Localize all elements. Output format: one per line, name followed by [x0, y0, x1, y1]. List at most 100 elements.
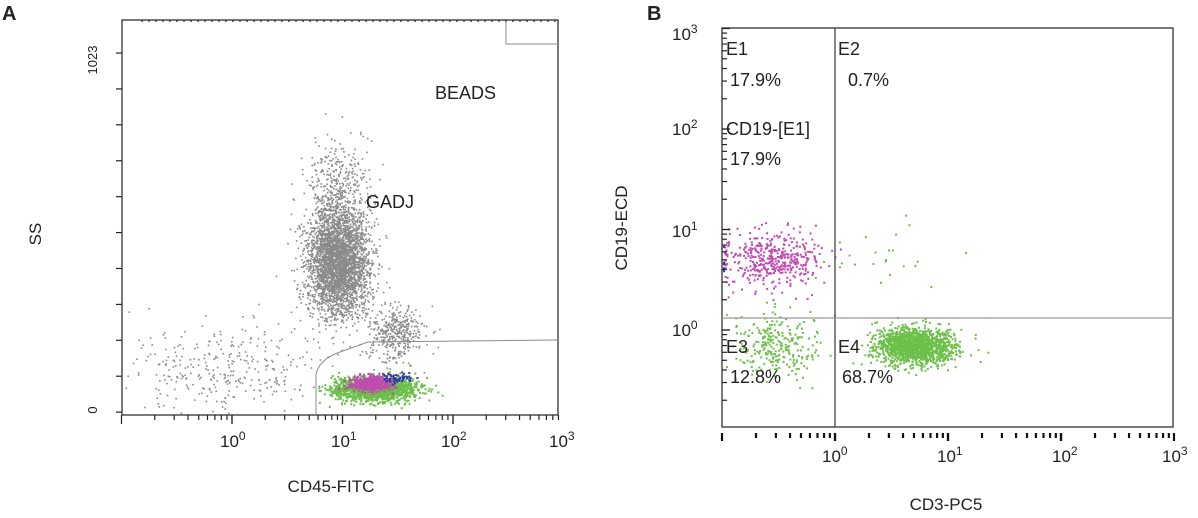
event-dot — [396, 332, 398, 335]
event-dot — [343, 280, 346, 283]
event-dot — [331, 192, 333, 194]
event-dot — [341, 279, 343, 282]
event-dot — [328, 216, 331, 219]
event-dot — [330, 159, 333, 162]
event-dot — [352, 305, 355, 307]
event-dot — [346, 305, 348, 307]
event-dot — [290, 311, 293, 314]
event-dot — [266, 387, 268, 389]
event-dot — [327, 189, 330, 192]
event-dot — [340, 160, 343, 163]
event-dot — [315, 288, 317, 291]
event-dot — [357, 276, 359, 278]
event-dot — [263, 401, 265, 403]
event-dot — [418, 331, 421, 333]
event-dot — [336, 207, 339, 209]
event-dot — [356, 329, 358, 332]
event-dot — [385, 315, 387, 318]
event-dot — [182, 347, 185, 350]
event-dot — [322, 230, 325, 233]
event-dot — [332, 216, 334, 218]
event-dot — [194, 347, 196, 350]
event-dot — [342, 218, 345, 220]
event-dot — [351, 231, 354, 233]
event-dot — [410, 338, 413, 340]
event-dot — [319, 270, 322, 272]
event-dot — [400, 321, 403, 324]
event-dot — [343, 247, 346, 250]
event-dot — [397, 342, 399, 345]
event-dot — [380, 336, 382, 339]
event-dot — [314, 285, 317, 287]
event-dot — [314, 299, 317, 302]
event-dot — [321, 239, 324, 241]
event-dot — [391, 312, 393, 315]
event-dot — [270, 386, 273, 388]
event-dot — [187, 388, 190, 390]
event-dot — [362, 257, 364, 260]
event-dot — [365, 257, 367, 259]
event-dot — [350, 297, 352, 299]
event-dot — [312, 271, 314, 274]
event-dot — [317, 177, 319, 180]
event-dot — [144, 406, 146, 409]
event-dot — [324, 246, 327, 248]
event-dot — [276, 345, 278, 348]
event-dot — [354, 184, 357, 186]
event-dot — [378, 374, 381, 377]
event-dot — [179, 359, 181, 361]
event-dot — [369, 281, 372, 284]
event-dot — [310, 257, 313, 260]
event-dot — [362, 311, 364, 314]
event-dot — [333, 384, 336, 387]
event-dot — [353, 163, 356, 165]
event-dot — [357, 235, 360, 238]
event-dot — [356, 237, 358, 239]
event-dot — [333, 219, 335, 221]
event-dot — [353, 153, 355, 155]
event-dot — [215, 390, 217, 393]
event-dot — [326, 233, 329, 235]
event-dot — [331, 181, 333, 184]
event-dot — [354, 173, 356, 175]
event-dot — [310, 247, 313, 249]
event-dot — [332, 209, 335, 212]
event-dot — [331, 279, 333, 281]
event-dot — [331, 273, 333, 275]
event-dot — [348, 271, 351, 273]
event-dot — [332, 255, 335, 257]
event-dot — [205, 365, 208, 367]
event-dot — [391, 320, 393, 322]
event-dot — [324, 303, 327, 305]
event-dot — [374, 252, 376, 254]
event-dot — [360, 287, 363, 289]
event-dot — [365, 238, 367, 240]
event-dot — [317, 270, 319, 272]
event-dot — [392, 322, 395, 324]
event-dot — [334, 398, 337, 401]
event-dot — [363, 304, 366, 306]
event-dot — [359, 256, 362, 258]
event-dot — [256, 345, 259, 347]
event-dot — [377, 287, 380, 289]
event-dot — [323, 238, 326, 240]
event-dot — [342, 341, 345, 344]
event-dot — [359, 377, 362, 380]
event-dot — [332, 194, 334, 197]
event-dot — [326, 241, 329, 243]
event-dot — [316, 261, 318, 264]
event-dot — [368, 169, 371, 171]
event-dot — [252, 314, 255, 317]
event-dot — [318, 307, 321, 310]
event-dot — [330, 208, 332, 210]
event-dot — [324, 387, 327, 390]
event-dot — [340, 294, 343, 296]
event-dot — [235, 380, 237, 382]
event-dot — [405, 316, 408, 318]
event-dot — [311, 295, 313, 297]
event-dot — [359, 168, 362, 171]
event-dot — [356, 299, 358, 301]
event-dot — [406, 329, 409, 331]
event-dot — [321, 169, 324, 171]
event-dot — [341, 242, 344, 245]
